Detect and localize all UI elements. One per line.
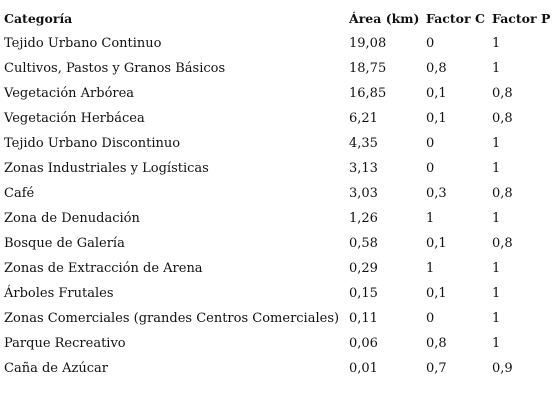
cell-factor-p: 0,8 xyxy=(492,111,513,126)
cell-factor-c: 0,8 xyxy=(426,336,447,351)
table-row: Zonas Industriales y Logísticas 3,13 0 1 xyxy=(4,156,554,181)
table-row: Vegetación Herbácea 6,21 0,1 0,8 xyxy=(4,106,554,131)
cell-factor-p: 1 xyxy=(492,286,501,301)
cell-area: 0,15 xyxy=(349,286,378,301)
cell-categoria: Vegetación Arbórea xyxy=(4,86,135,101)
cell-area: 0,29 xyxy=(349,261,378,276)
cell-categoria: Zona de Denudación xyxy=(4,211,140,226)
land-use-table: Categoría Área (km) Factor C Factor P Te… xyxy=(4,6,554,381)
cell-categoria: Cultivos, Pastos y Granos Básicos xyxy=(4,61,226,76)
cell-area: 16,85 xyxy=(349,86,387,101)
cell-categoria: Parque Recreativo xyxy=(4,336,126,351)
cell-area: 18,75 xyxy=(349,61,387,76)
cell-categoria: Zonas Industriales y Logísticas xyxy=(4,161,209,176)
header-row: Categoría Área (km) Factor C Factor P xyxy=(4,6,554,31)
cell-factor-p: 1 xyxy=(492,261,501,276)
header-factor-p: Factor P xyxy=(492,11,551,26)
header-factor-c: Factor C xyxy=(426,11,485,26)
cell-factor-p: 1 xyxy=(492,161,501,176)
cell-factor-c: 0,7 xyxy=(426,361,447,376)
cell-factor-c: 0,1 xyxy=(426,111,447,126)
table-row: Zonas de Extracción de Arena 0,29 1 1 xyxy=(4,256,554,281)
table-body: Tejido Urbano Continuo 19,08 0 1 Cultivos, P… xyxy=(4,31,554,381)
table-row: Zonas Comerciales (grandes Centros Comer… xyxy=(4,306,554,331)
cell-factor-c: 1 xyxy=(426,261,435,276)
cell-factor-c: 0 xyxy=(426,36,435,51)
cell-area: 4,35 xyxy=(349,136,378,151)
table-row: Zona de Denudación 1,26 1 1 xyxy=(4,206,554,231)
table-row: Tejido Urbano Continuo 19,08 0 1 xyxy=(4,31,554,56)
cell-area: 0,01 xyxy=(349,361,378,376)
cell-categoria: Árboles Frutales xyxy=(4,286,114,301)
cell-factor-p: 0,8 xyxy=(492,236,513,251)
cell-factor-p: 0,9 xyxy=(492,361,513,376)
cell-factor-p: 1 xyxy=(492,311,501,326)
cell-categoria: Zonas de Extracción de Arena xyxy=(4,261,203,276)
cell-factor-c: 1 xyxy=(426,211,435,226)
cell-categoria: Zonas Comerciales (grandes Centros Comer… xyxy=(4,311,340,326)
table-row: Cultivos, Pastos y Granos Básicos 18,75 0,… xyxy=(4,56,554,81)
cell-area: 0,58 xyxy=(349,236,378,251)
cell-factor-p: 1 xyxy=(492,136,501,151)
table-row: Tejido Urbano Discontinuo 4,35 0 1 xyxy=(4,131,554,156)
cell-factor-p: 0,8 xyxy=(492,86,513,101)
cell-area: 19,08 xyxy=(349,36,387,51)
cell-factor-c: 0,8 xyxy=(426,61,447,76)
cell-factor-c: 0 xyxy=(426,161,435,176)
header-area: Área (km) xyxy=(349,11,420,26)
table-row: Bosque de Galería 0,58 0,1 0,8 xyxy=(4,231,554,256)
cell-categoria: Bosque de Galería xyxy=(4,236,125,251)
cell-categoria: Caña de Azúcar xyxy=(4,361,108,376)
cell-area: 1,26 xyxy=(349,211,378,226)
cell-factor-c: 0,1 xyxy=(426,86,447,101)
table-row: Café 3,03 0,3 0,8 xyxy=(4,181,554,206)
cell-area: 3,13 xyxy=(349,161,378,176)
cell-categoria: Vegetación Herbácea xyxy=(4,111,145,126)
cell-factor-p: 1 xyxy=(492,336,501,351)
cell-area: 0,11 xyxy=(349,311,378,326)
cell-factor-c: 0,1 xyxy=(426,286,447,301)
cell-factor-c: 0,3 xyxy=(426,186,447,201)
table-row: Árboles Frutales 0,15 0,1 1 xyxy=(4,281,554,306)
cell-categoria: Tejido Urbano Continuo xyxy=(4,36,162,51)
cell-area: 0,06 xyxy=(349,336,378,351)
cell-factor-p: 1 xyxy=(492,211,501,226)
table-row: Caña de Azúcar 0,01 0,7 0,9 xyxy=(4,356,554,381)
cell-factor-p: 1 xyxy=(492,36,501,51)
cell-factor-c: 0 xyxy=(426,136,435,151)
cell-factor-c: 0 xyxy=(426,311,435,326)
table-row: Parque Recreativo 0,06 0,8 1 xyxy=(4,331,554,356)
cell-factor-c: 0,1 xyxy=(426,236,447,251)
cell-categoria: Café xyxy=(4,186,35,201)
cell-area: 3,03 xyxy=(349,186,378,201)
table-row: Vegetación Arbórea 16,85 0,1 0,8 xyxy=(4,81,554,106)
table-header: Categoría Área (km) Factor C Factor P xyxy=(4,6,554,31)
cell-factor-p: 1 xyxy=(492,61,501,76)
cell-area: 6,21 xyxy=(349,111,378,126)
header-categoria: Categoría xyxy=(4,11,73,26)
cell-factor-p: 0,8 xyxy=(492,186,513,201)
cell-categoria: Tejido Urbano Discontinuo xyxy=(4,136,181,151)
